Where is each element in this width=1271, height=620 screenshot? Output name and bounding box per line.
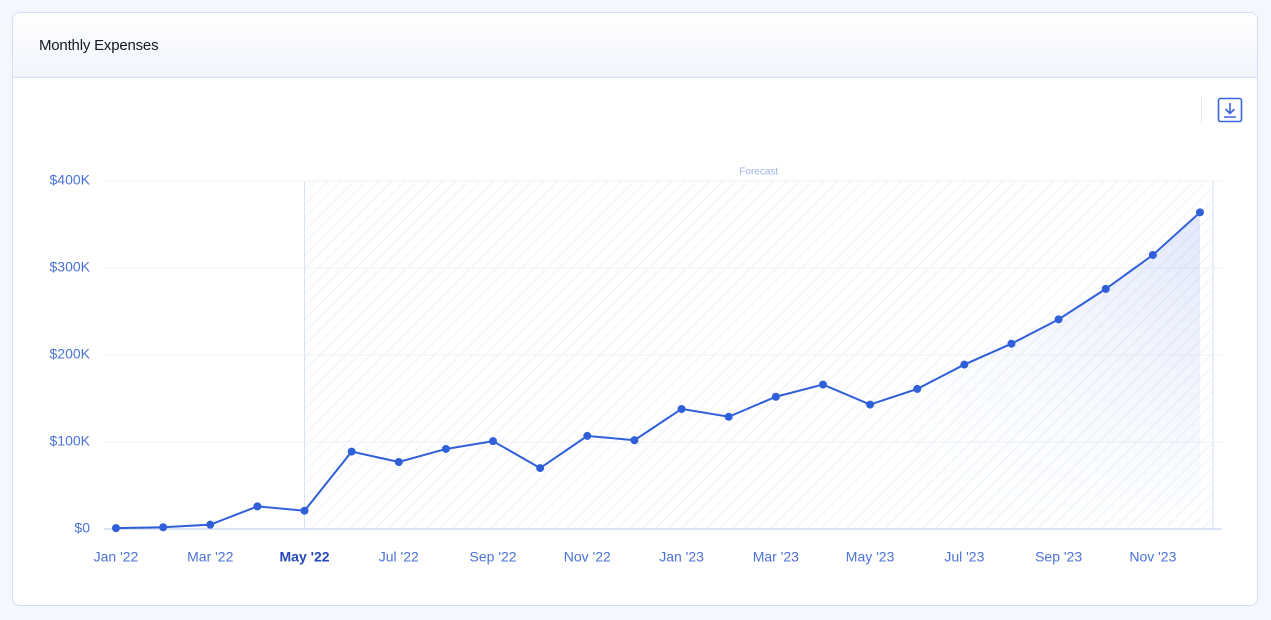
y-tick-label: $100K: [50, 433, 91, 449]
point: [1101, 284, 1110, 293]
card-header: Monthly Expenses: [13, 13, 1257, 78]
point: [489, 437, 498, 446]
point: [1196, 208, 1204, 217]
x-tick-label: Nov '23: [1129, 549, 1176, 565]
point: [1054, 315, 1063, 324]
forecast-label: Forecast: [739, 167, 778, 178]
x-tick-label: Mar '23: [753, 549, 799, 565]
point: [630, 436, 639, 445]
point: [441, 444, 450, 453]
x-tick-label: Mar '22: [187, 549, 233, 565]
x-tick-label: May '22: [280, 549, 330, 565]
x-tick-label: Nov '22: [564, 549, 611, 565]
point: [913, 384, 922, 393]
point: [112, 524, 120, 533]
y-tick-label: $200K: [50, 346, 91, 362]
point: [583, 431, 592, 440]
x-tick-label: May '23: [846, 549, 895, 565]
x-tick-label: Jan '23: [659, 549, 704, 565]
point: [347, 447, 356, 456]
point: [724, 412, 733, 421]
point: [866, 400, 875, 409]
area: [116, 212, 1200, 529]
y-tick-label: $400K: [50, 172, 91, 188]
point: [394, 458, 403, 467]
y-tick-label: $0: [74, 520, 90, 536]
point: [960, 360, 969, 369]
point: [253, 502, 262, 511]
point: [536, 464, 545, 473]
x-tick-label: Jul '22: [379, 549, 419, 565]
point: [818, 380, 827, 389]
line: [115, 211, 1201, 530]
y-tick-label: $300K: [50, 259, 91, 275]
point: [159, 523, 168, 532]
download-button[interactable]: [1217, 97, 1243, 123]
point: [1007, 339, 1016, 348]
x-tick-label: Jan '22: [94, 549, 139, 565]
x-tick-label: Sep '22: [470, 549, 517, 565]
x-tick-label: Jul '23: [944, 549, 984, 565]
point: [677, 404, 686, 413]
point: [206, 520, 215, 529]
point: [300, 506, 309, 515]
point: [771, 392, 780, 401]
card-title: Monthly Expenses: [39, 37, 159, 54]
x-tick-label: Sep '23: [1035, 549, 1082, 565]
point: [1148, 250, 1157, 259]
